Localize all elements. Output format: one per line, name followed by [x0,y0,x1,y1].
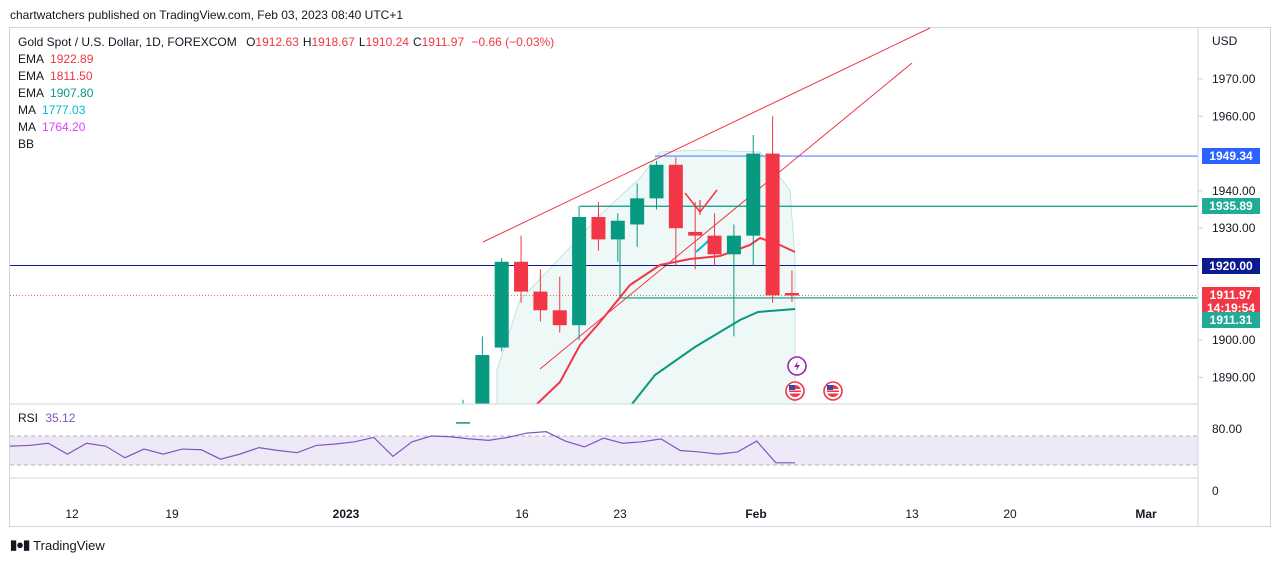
candle-body-3 [514,261,529,292]
price-tick-label: 1940.00 [1212,184,1256,198]
candle-body-11 [668,164,683,229]
candle-body-13 [707,235,722,255]
time-tick-label: 16 [515,507,529,521]
candle-body-5 [552,310,567,326]
tradingview-brand[interactable]: ▮●▮ TradingView [10,537,105,553]
tradingview-logo-icon: ▮●▮ [10,537,30,552]
candle-body-0 [456,422,470,424]
time-tick-label: Feb [745,507,766,521]
price-badge-5: 1911.31 [1202,311,1260,328]
ohlc-l: L1910.24 [358,35,409,49]
candle-body-12 [688,231,703,236]
published-caption: chartwatchers published on TradingView.c… [10,8,404,22]
price-tick-label: 1970.00 [1212,72,1256,86]
time-tick-label: Mar [1135,507,1157,521]
rsi-label: RSI [18,411,39,425]
candle-body-10 [649,164,664,199]
indicator-ema-0[interactable]: EMA 1922.89 [18,52,94,66]
ohlc-values: O1912.63 H1918.67 L1910.24 C1911.97 [246,35,468,49]
indicator-list: EMA 1922.89 EMA 1811.50 EMA 1907.80 MA 1777.03 M… [18,51,554,153]
rsi-legend: RSI 35.12 [18,411,75,425]
rsi-band [10,436,1198,465]
symbol-row: Gold Spot / U.S. Dollar, 1D, FOREXCOM O1… [18,34,554,51]
ohlc-c: C1911.97 [412,35,465,49]
time-tick-label: 20 [1003,507,1017,521]
price-tick-label: 1930.00 [1212,221,1256,235]
candle-body-16 [765,153,780,296]
rsi-panel [9,431,1198,466]
time-tick-label: 12 [65,507,79,521]
price-badge-2: 1920.00 [1202,257,1260,274]
rsi-line [9,431,795,464]
candle-body-4 [533,291,548,311]
time-tick-label: 23 [613,507,627,521]
indicator-bb-5[interactable]: BB [18,137,35,151]
chart-frame[interactable] [9,27,1271,527]
price-tick-label: 1890.00 [1212,370,1256,384]
us-flag-icon-2 [823,381,843,401]
time-tick-label: 13 [905,507,919,521]
event-icons [785,356,843,401]
rsi-value: 35.12 [45,411,76,425]
candle-body-6 [572,217,587,326]
candles [456,116,799,424]
chart-legend: Gold Spot / U.S. Dollar, 1D, FOREXCOM O1… [18,34,554,153]
candle-body-17 [784,292,799,296]
ema-green [631,308,796,405]
candle-body-14 [726,235,741,255]
price-badge-0: 1949.34 [1202,148,1260,165]
symbol-name: Gold Spot / U.S. Dollar, 1D, FOREXCOM [18,35,237,49]
time-tick-label: 2023 [333,507,360,521]
candle-body-1 [475,355,490,404]
indicator-ma-3[interactable]: MA 1777.03 [18,103,86,117]
time-tick-label: 19 [165,507,179,521]
candle-body-9 [630,198,645,225]
candle-body-2 [494,261,509,348]
candle-body-7 [591,217,606,240]
currency-label: USD [1212,34,1238,48]
ema-red-fast [536,236,796,405]
change-value: −0.66 (−0.03%) [471,35,555,49]
horizontal-levels [10,155,1198,299]
price-badge-1: 1935.89 [1202,198,1260,215]
price-tick-label: 1900.00 [1212,333,1256,347]
indicator-ema-2[interactable]: EMA 1907.80 [18,86,94,100]
candle-body-8 [610,220,625,240]
us-flag-icon [785,381,805,401]
indicator-ema-1[interactable]: EMA 1811.50 [18,69,93,83]
axes: 1970.00 1960.00 1940.00 1930.00 1900.00 1890.… [10,28,1256,527]
indicator-ma-4[interactable]: MA 1764.20 [18,120,86,134]
ohlc-o: O1912.63 [246,35,299,49]
rsi-tick-label: 80.00 [1212,422,1242,436]
candle-body-15 [746,153,761,236]
price-tick-label: 1960.00 [1212,109,1256,123]
trend-line-upper [482,27,931,243]
brand-name: TradingView [33,537,105,553]
news-bolt-icon [787,356,807,376]
rsi-tick-label: 0 [1212,484,1219,498]
ohlc-h: H1918.67 [302,35,355,49]
price-badge-3: 1911.97 [1202,287,1260,304]
